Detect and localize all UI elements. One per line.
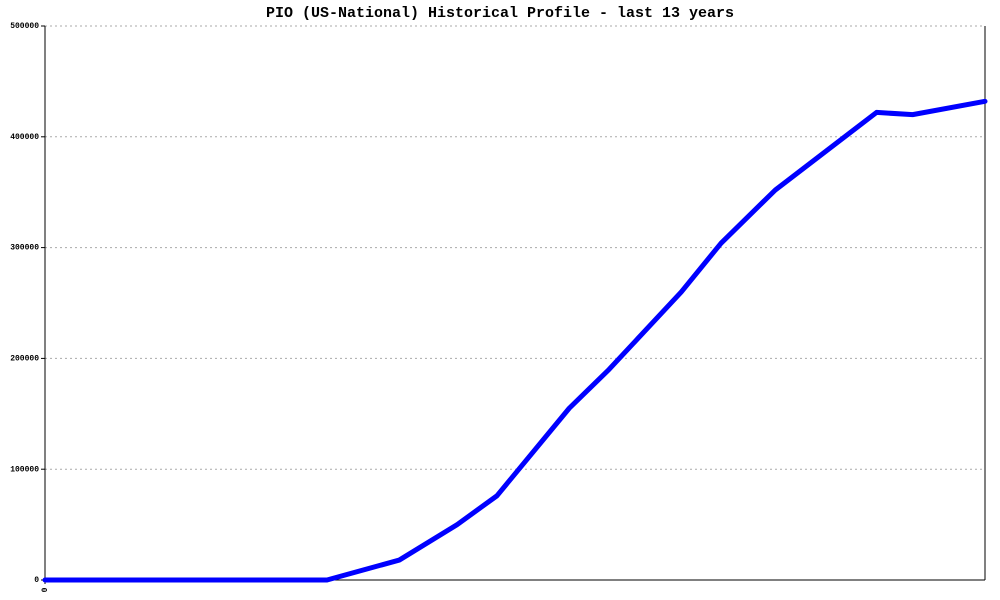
y-tick-label: 300000 [10, 244, 39, 253]
chart-title: PIO (US-National) Historical Profile - l… [266, 5, 734, 22]
y-tick-label: 0 [34, 576, 39, 585]
y-tick-label: 500000 [10, 22, 39, 31]
y-tick-label: 100000 [10, 465, 39, 474]
data-line [42, 98, 988, 583]
y-tick-label: 400000 [10, 133, 39, 142]
y-tick-label: 200000 [10, 355, 39, 364]
x-tick-label: 0 [41, 587, 50, 592]
